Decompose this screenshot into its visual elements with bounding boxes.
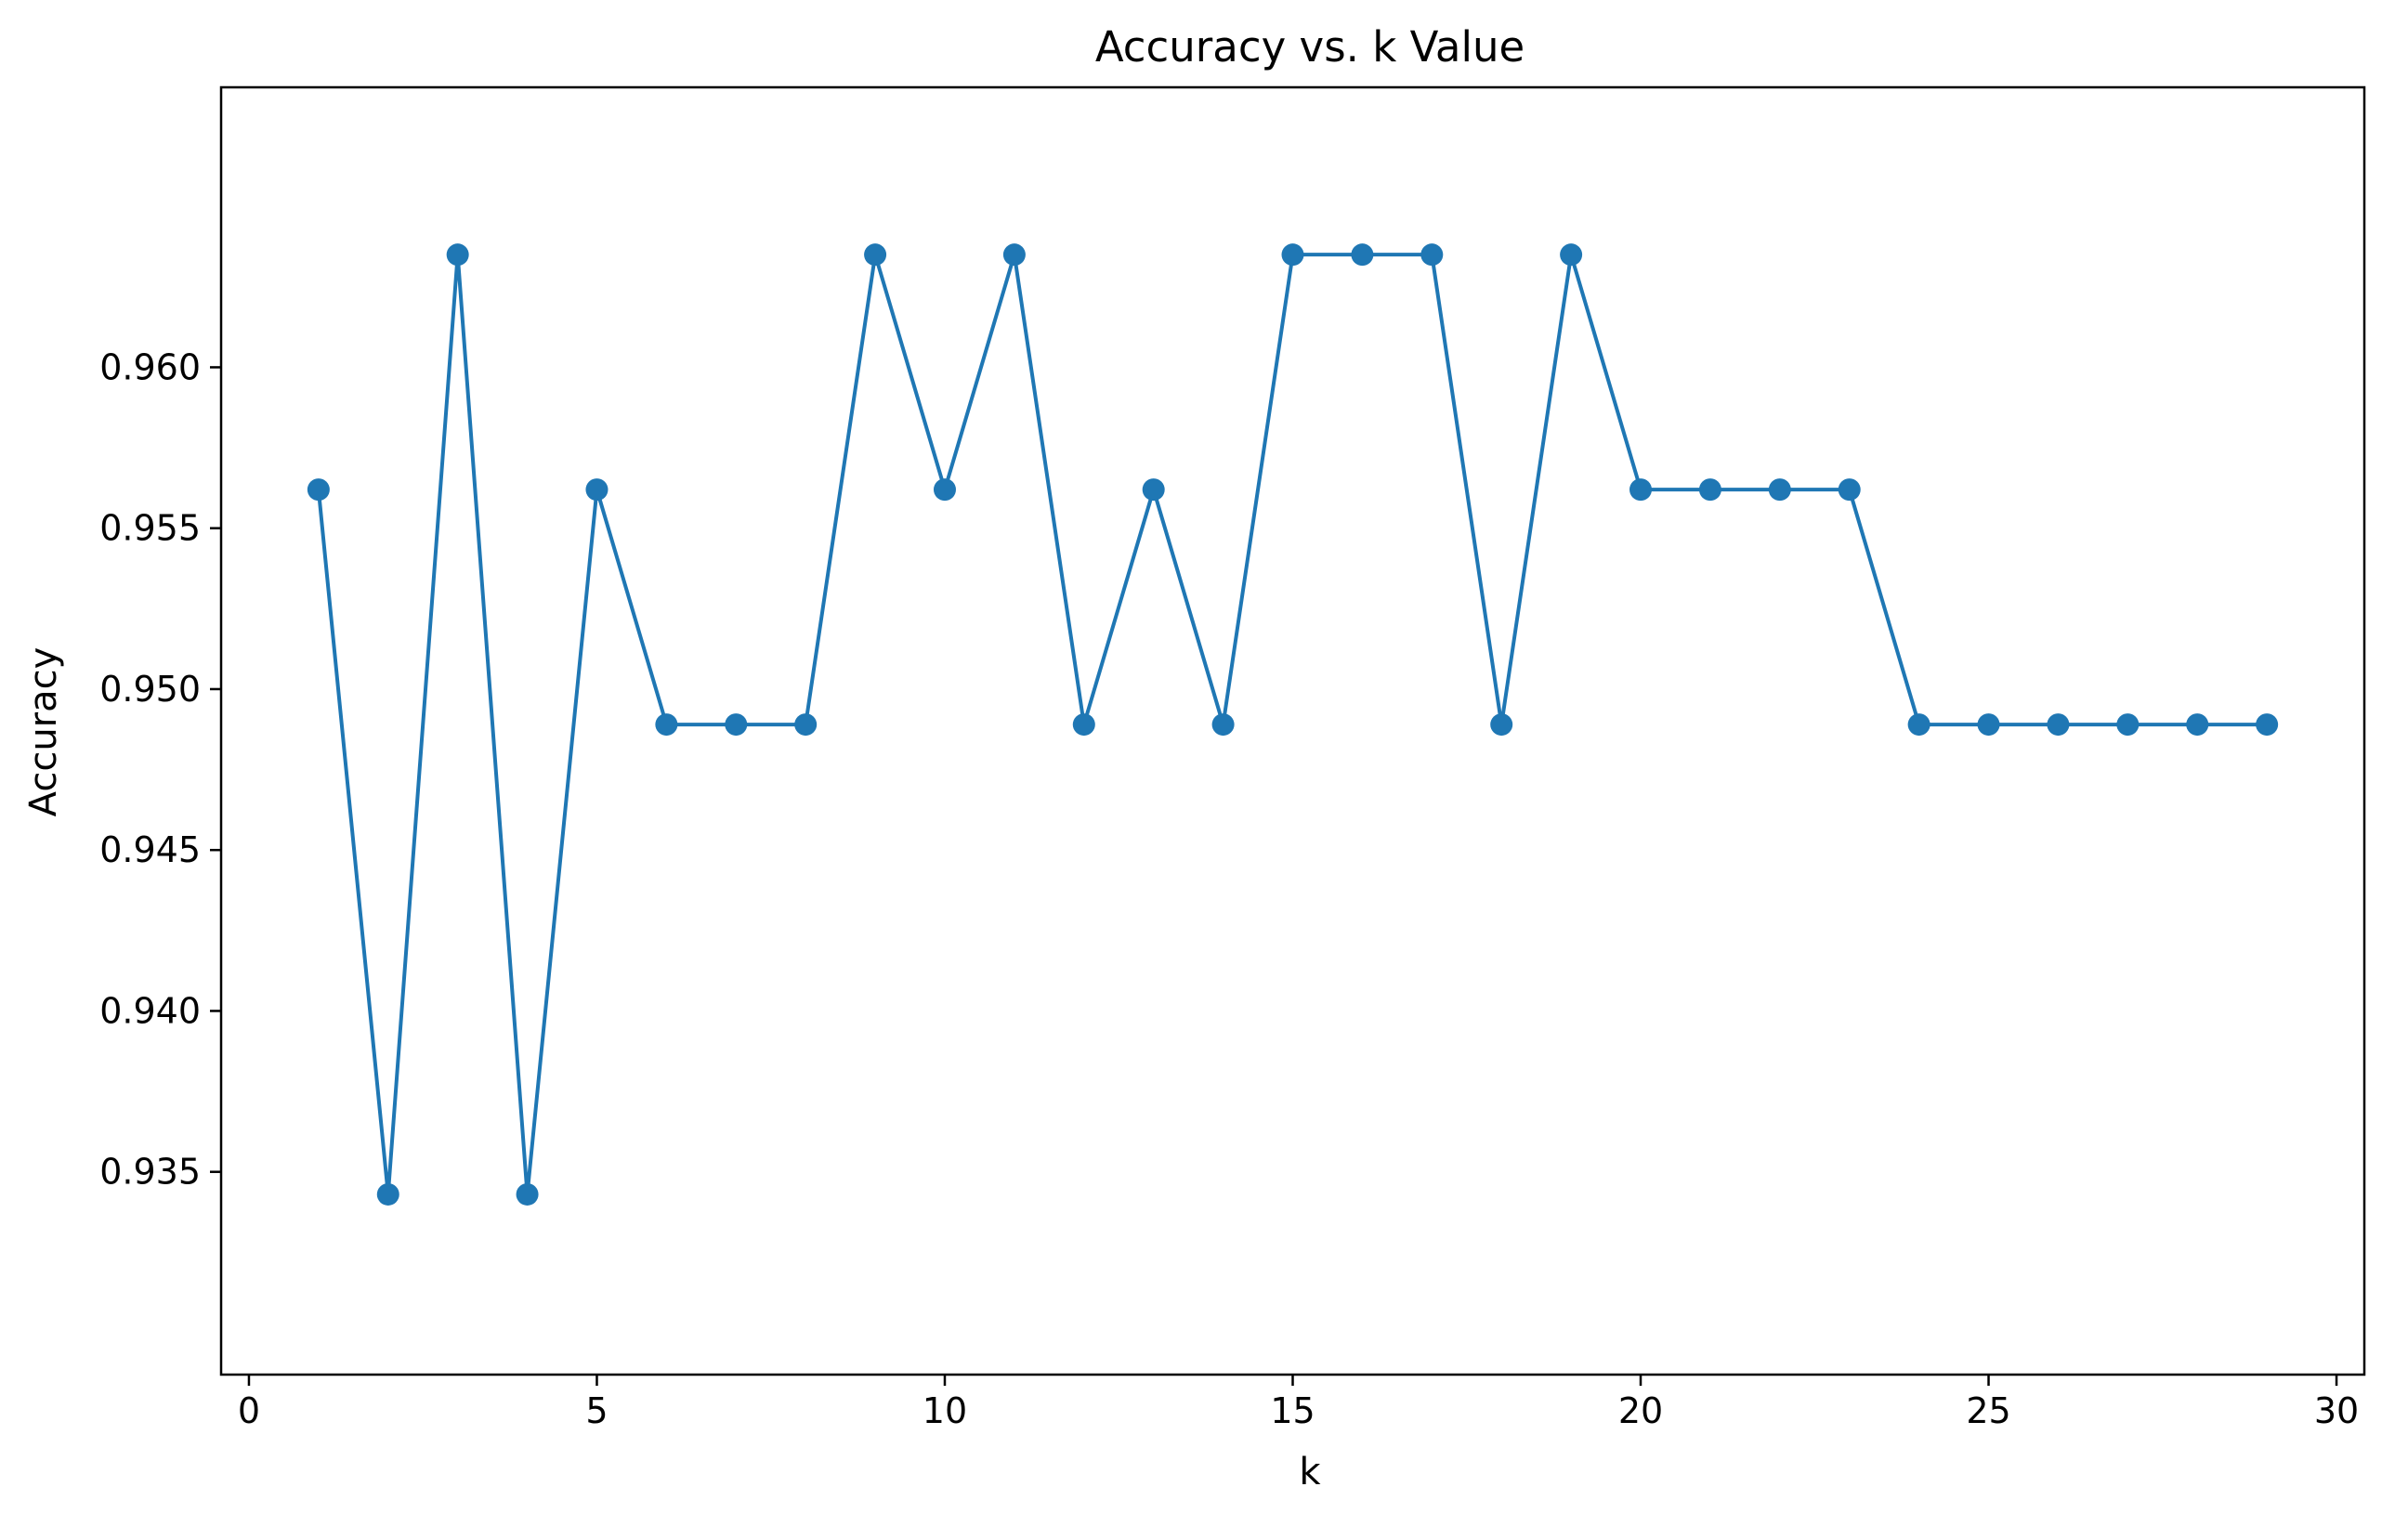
x-axis-label: k (1299, 1451, 1321, 1493)
data-point (655, 713, 678, 737)
data-point (1629, 478, 1653, 502)
chart-title: Accuracy vs. k Value (1095, 22, 1525, 72)
y-tick-label: 0.960 (99, 346, 201, 387)
data-point (1351, 243, 1374, 267)
x-tick-label: 10 (923, 1390, 967, 1431)
data-point (516, 1182, 539, 1206)
data-point (1838, 478, 1861, 502)
y-tick-label: 0.950 (99, 669, 201, 710)
y-tick-label: 0.955 (99, 508, 201, 549)
data-point (446, 243, 469, 267)
data-point (1490, 713, 1513, 737)
data-point (2047, 713, 2070, 737)
data-point (1072, 713, 1095, 737)
y-axis-ticks: 0.935 0.940 0.945 0.950 0.955 0.960 (99, 346, 221, 1193)
x-tick-label: 30 (2314, 1390, 2359, 1431)
series-layer (307, 243, 2279, 1206)
plot-area-frame (219, 85, 2366, 1376)
data-point (1142, 478, 1165, 502)
x-tick-label: 20 (1618, 1390, 1663, 1431)
y-axis-label: Accuracy (22, 647, 65, 817)
data-point (2116, 713, 2140, 737)
data-point (1560, 243, 1583, 267)
data-point (794, 713, 818, 737)
data-point (1977, 713, 2000, 737)
data-point (376, 1182, 399, 1206)
x-axis-ticks: 0 5 10 15 20 25 30 (238, 1375, 2359, 1431)
data-point (1002, 243, 1026, 267)
x-tick-label: 0 (238, 1390, 260, 1431)
y-tick-label: 0.935 (99, 1152, 201, 1193)
data-point (864, 243, 887, 267)
y-tick-label: 0.940 (99, 990, 201, 1031)
data-point (1698, 478, 1721, 502)
data-point (2256, 713, 2279, 737)
data-point (933, 478, 956, 502)
data-point (585, 478, 609, 502)
data-point (307, 478, 330, 502)
data-point (1211, 713, 1235, 737)
y-tick-label: 0.945 (99, 829, 201, 870)
data-point (1768, 478, 1791, 502)
x-tick-label: 5 (585, 1390, 608, 1431)
data-point (1420, 243, 1444, 267)
x-tick-label: 25 (1966, 1390, 2010, 1431)
data-point (2186, 713, 2209, 737)
data-point (1907, 713, 1930, 737)
data-point (725, 713, 748, 737)
x-tick-label: 15 (1270, 1390, 1315, 1431)
data-point (1281, 243, 1304, 267)
